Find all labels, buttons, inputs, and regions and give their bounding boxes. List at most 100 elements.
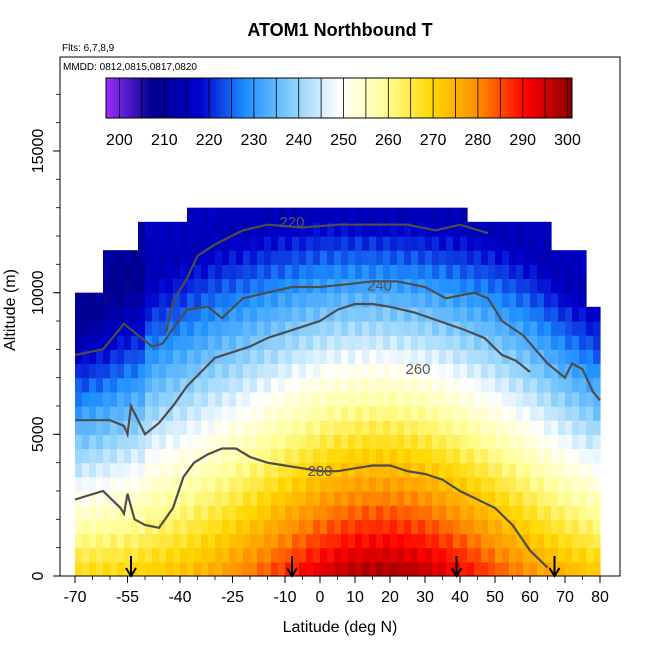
heatmap-cell — [348, 335, 356, 350]
heatmap-cell — [208, 547, 216, 563]
heatmap-cell — [215, 363, 223, 379]
heatmap-cell — [285, 420, 293, 435]
heatmap-cell — [82, 434, 90, 450]
heatmap-cell — [390, 335, 398, 350]
heatmap-cell — [320, 292, 328, 308]
heatmap-cell — [488, 434, 496, 450]
heatmap-cell — [523, 448, 531, 464]
heatmap-cell — [516, 321, 524, 336]
heatmap-cell — [173, 462, 181, 478]
colorbar-swatch — [511, 78, 515, 118]
heatmap-cell — [411, 420, 419, 435]
heatmap-cell — [397, 278, 405, 294]
colorbar-swatch — [309, 78, 313, 118]
heatmap-cell — [586, 476, 594, 492]
heatmap-cell — [285, 250, 293, 265]
heatmap-cell — [320, 406, 328, 421]
heatmap-cell — [110, 377, 118, 393]
heatmap-cell — [180, 476, 188, 492]
colorbar-swatch — [363, 78, 367, 118]
heatmap-cell — [467, 377, 475, 393]
heatmap-cell — [341, 505, 349, 520]
heatmap-cell — [334, 264, 342, 280]
heatmap-cell — [222, 406, 230, 421]
colorbar-swatch — [224, 78, 228, 118]
heatmap-cell — [411, 264, 419, 280]
heatmap-cell — [390, 363, 398, 379]
heatmap-cell — [544, 561, 552, 577]
heatmap-cell — [229, 377, 237, 393]
heatmap-cell — [509, 335, 517, 350]
heatmap-cell — [355, 476, 363, 492]
heatmap-cell — [271, 363, 279, 379]
heatmap-cell — [467, 547, 475, 563]
heatmap-cell — [397, 391, 405, 407]
heatmap-cell — [159, 377, 167, 393]
heatmap-cell — [558, 519, 566, 535]
heatmap-cell — [96, 349, 104, 365]
heatmap-cell — [397, 420, 405, 435]
heatmap-cell — [355, 207, 363, 223]
heatmap-cell — [453, 505, 461, 520]
heatmap-cell — [306, 561, 314, 577]
heatmap-cell — [278, 250, 286, 265]
heatmap-cell — [327, 434, 335, 450]
heatmap-cell — [313, 321, 321, 336]
heatmap-cell — [404, 264, 412, 280]
heatmap-cell — [306, 250, 314, 265]
heatmap-cell — [586, 448, 594, 464]
heatmap-cell — [579, 377, 587, 393]
heatmap-cell — [257, 363, 265, 379]
heatmap-cell — [495, 448, 503, 464]
heatmap-cell — [362, 321, 370, 336]
colorbar-swatch — [164, 78, 167, 118]
contour-label-280: 280 — [307, 463, 332, 480]
colorbar-swatch — [191, 78, 194, 118]
heatmap-cell — [236, 561, 244, 577]
heatmap-cell — [264, 377, 272, 393]
heatmap-cell — [117, 406, 125, 421]
heatmap-cell — [236, 363, 244, 379]
heatmap-cell — [96, 505, 104, 520]
heatmap-cell — [537, 363, 545, 379]
heatmap-cell — [390, 519, 398, 535]
heatmap-cell — [488, 349, 496, 365]
heatmap-cell — [565, 250, 573, 265]
heatmap-cell — [509, 533, 517, 549]
heatmap-cell — [593, 561, 601, 577]
heatmap-cell — [306, 306, 314, 322]
heatmap-cell — [89, 363, 97, 379]
heatmap-cell — [383, 448, 391, 464]
heatmap-cell — [124, 391, 132, 407]
heatmap-cell — [411, 292, 419, 308]
heatmap-cell — [495, 476, 503, 492]
heatmap-cell — [257, 335, 265, 350]
heatmap-cell — [327, 561, 335, 577]
heatmap-cell — [131, 321, 139, 336]
heatmap-cell — [180, 321, 188, 336]
heatmap-cell — [418, 519, 426, 535]
heatmap-cell — [250, 306, 258, 322]
heatmap-cell — [334, 236, 342, 251]
heatmap-cell — [404, 505, 412, 520]
heatmap-cell — [481, 236, 489, 251]
heatmap-cell — [229, 250, 237, 265]
heatmap-cell — [236, 264, 244, 280]
heatmap-cell — [299, 221, 307, 237]
heatmap-cell — [362, 505, 370, 520]
colorbar-swatch — [247, 78, 250, 118]
heatmap-cell — [306, 519, 314, 535]
heatmap-cell — [208, 505, 216, 520]
heatmap-cell — [558, 292, 566, 308]
heatmap-cell — [390, 420, 398, 435]
heatmap-cell — [432, 292, 440, 308]
heatmap-cell — [446, 391, 454, 407]
heatmap-cell — [481, 292, 489, 308]
heatmap-cell — [285, 278, 293, 294]
colorbar-swatch — [468, 78, 472, 118]
heatmap-cell — [138, 264, 146, 280]
heatmap-cell — [117, 561, 125, 577]
heatmap-cell — [439, 278, 447, 294]
heatmap-cell — [89, 505, 97, 520]
heatmap-cell — [551, 448, 559, 464]
